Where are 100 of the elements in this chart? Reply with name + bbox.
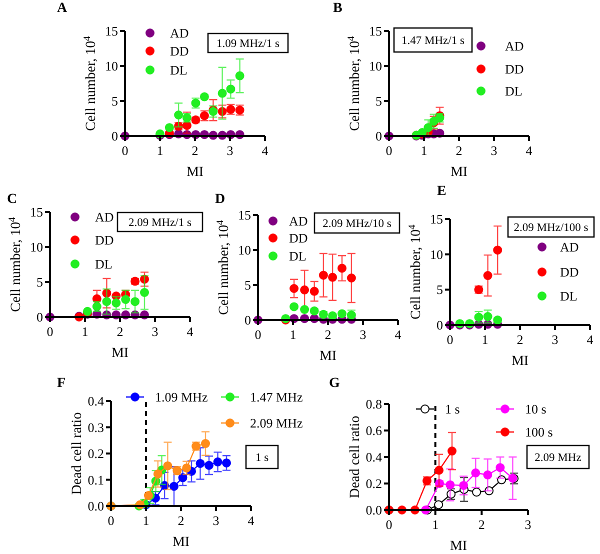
x-axis-title: MI: [172, 535, 190, 550]
x-tick-label: 1: [420, 143, 428, 158]
chart-title: A: [57, 1, 68, 16]
x-tick-label: 4: [526, 143, 533, 158]
y-tick-label: 0: [36, 310, 43, 324]
y-tick-label: 0.2: [366, 476, 382, 491]
legend-label: AD: [170, 26, 189, 40]
x-tick-label: 1: [156, 143, 164, 158]
legend-label: AD: [289, 214, 308, 228]
x-axis-title: MI: [186, 165, 204, 180]
y-tick-label: 10: [238, 242, 251, 258]
annotation: 2.09 MHz/1 s: [128, 217, 192, 229]
legend-label: AD: [95, 210, 114, 224]
y-tick-label: 0.1: [88, 472, 104, 488]
y-tick-label: 0: [112, 128, 118, 144]
y-tick-label: 10: [430, 246, 443, 262]
text: 1 s: [255, 452, 270, 464]
x-tick-label: 1: [482, 332, 488, 347]
annotation: 2.09 MHz/10 s: [322, 218, 392, 230]
y-tick-label: 5: [436, 282, 443, 298]
annotation: 2.09 MHz/100 s: [514, 222, 589, 234]
x-tick-label: 0: [446, 332, 454, 347]
y-tick-label: 0: [376, 128, 382, 144]
legend-label: DL: [170, 62, 188, 78]
legend-label: 1.47 MHz: [250, 390, 303, 404]
x-tick-label: 0: [386, 517, 392, 532]
y-tick-label: 15: [369, 24, 382, 38]
x-tick-label: 3: [212, 513, 220, 528]
legend-label: DL: [505, 84, 522, 98]
legend-label: 100 s: [525, 424, 553, 440]
x-tick-label: 4: [186, 324, 194, 339]
legend-label: DL: [289, 248, 306, 264]
chart-title: F: [57, 376, 66, 391]
annotation: 1.09 MHz/1 s: [216, 38, 280, 50]
x-tick-label: 1: [82, 324, 88, 339]
y-tick-label: 15: [430, 212, 443, 226]
x-tick-label: 1: [142, 513, 150, 528]
y-tick-label: 5: [376, 94, 382, 108]
chart-title: B: [333, 1, 342, 16]
y-tick-label: 0: [244, 312, 251, 328]
chart-title: D: [215, 192, 226, 207]
y-tick-label: 0.2: [88, 446, 104, 461]
y-tick-label: 15: [30, 204, 43, 220]
x-tick-label: 2: [178, 513, 184, 528]
y-axis-title: Dead cell ratio: [70, 412, 85, 495]
x-tick-label: 0: [386, 143, 392, 158]
legend-label: 1.09 MHz: [155, 390, 208, 404]
y-tick-label: 10: [369, 58, 382, 74]
x-axis-title: MI: [450, 165, 468, 180]
legend-label: DD: [505, 62, 524, 76]
x-tick-label: 1: [432, 517, 439, 532]
legend-label: DD: [95, 232, 114, 248]
y-tick-label: 5: [36, 274, 43, 290]
y-tick-label: 5: [244, 278, 251, 292]
x-tick-label: 3: [360, 327, 366, 342]
annotation: 1.47 MHz/1 s: [402, 35, 465, 47]
legend-label: DD: [289, 230, 308, 246]
legend-label: DD: [560, 264, 579, 280]
y-tick-label: 15: [105, 24, 118, 38]
y-tick-label: 0.0: [366, 502, 382, 518]
y-tick-label: 0.4: [366, 450, 382, 464]
y-tick-label: 5: [112, 94, 118, 108]
y-tick-label: 10: [105, 58, 118, 74]
chart-title: G: [329, 376, 340, 391]
legend-label: DL: [95, 256, 112, 272]
legend-label: 1 s: [445, 402, 460, 416]
chart-title: C: [7, 192, 18, 207]
text: 2.09 MHz: [534, 452, 582, 464]
x-tick-label: 2: [478, 517, 485, 532]
y-tick-label: 0.3: [88, 420, 104, 435]
x-tick-label: 3: [524, 517, 532, 532]
y-axis-title: Dead cell ratio: [348, 416, 363, 498]
x-tick-label: 3: [152, 324, 158, 339]
x-tick-label: 0: [122, 143, 128, 158]
x-tick-label: 3: [552, 332, 558, 347]
x-tick-label: 1: [290, 327, 296, 342]
x-tick-label: 3: [490, 143, 498, 158]
x-axis-title: MI: [511, 354, 529, 369]
y-tick-label: 0.0: [88, 498, 104, 514]
x-axis-title: MI: [319, 349, 337, 364]
x-tick-label: 3: [226, 143, 234, 158]
legend-label: AD: [505, 38, 524, 54]
legend-label: AD: [560, 240, 579, 254]
y-tick-label: 0.8: [366, 396, 382, 412]
y-tick-label: 0.6: [366, 423, 382, 438]
x-tick-label: 0: [254, 327, 262, 342]
x-tick-label: 2: [192, 143, 198, 158]
x-tick-label: 4: [262, 143, 269, 158]
x-tick-label: 4: [248, 513, 255, 528]
y-tick-label: 0.4: [88, 394, 104, 408]
chart-title: E: [437, 184, 446, 199]
x-tick-label: 2: [456, 143, 462, 158]
x-axis-title: MI: [111, 346, 129, 361]
x-tick-label: 2: [516, 332, 524, 347]
legend-label: DL: [560, 288, 578, 304]
x-tick-label: 4: [394, 327, 402, 342]
legend-label: 10 s: [525, 402, 546, 416]
x-tick-label: 2: [324, 327, 332, 342]
x-tick-label: 4: [586, 332, 594, 347]
y-tick-label: 15: [238, 208, 251, 222]
